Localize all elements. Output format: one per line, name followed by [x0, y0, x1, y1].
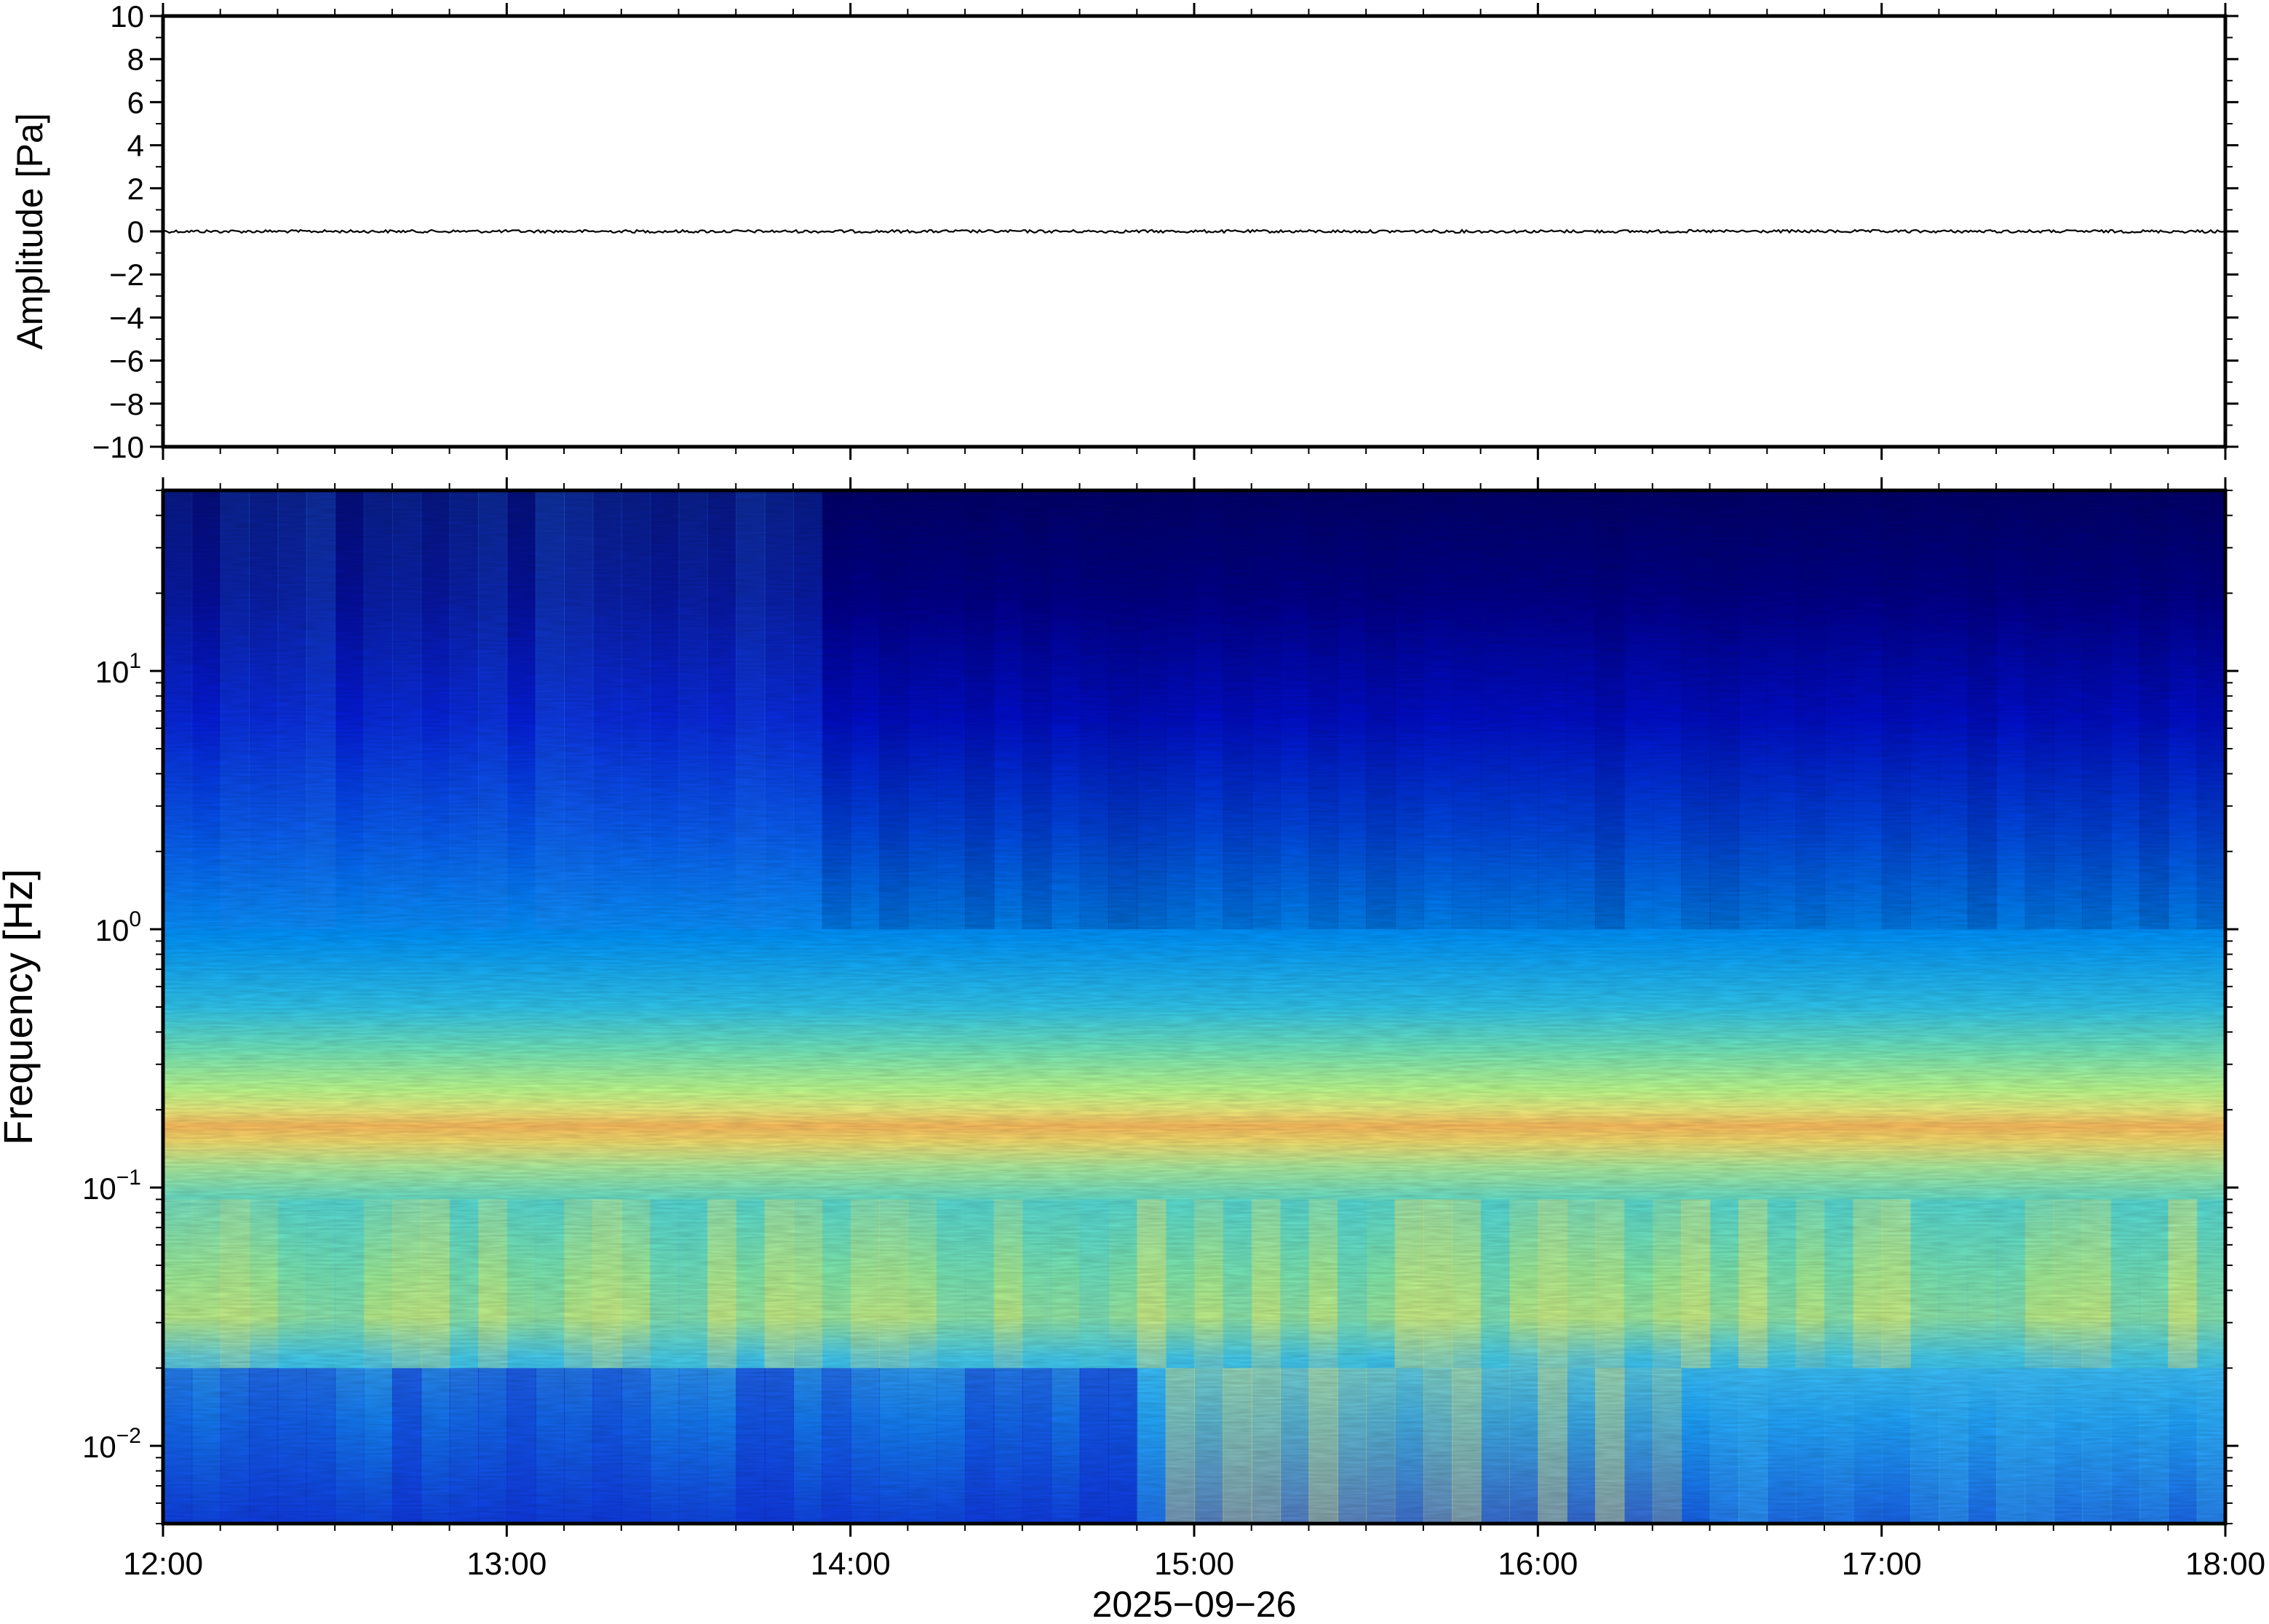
waveform-panel: 10 8 6 4 2 0 −2 −4 −6 −8 −10 Amplitude [Pa] — [9, 0, 2238, 464]
x-tick-label: 15:00 — [1154, 1546, 1234, 1582]
spectrogram-y-tick-label: 10−2 — [82, 1424, 141, 1464]
x-tick-label: 12:00 — [123, 1546, 203, 1582]
spectrogram-texture — [163, 490, 2225, 1524]
x-tick-label: 14:00 — [811, 1546, 891, 1582]
waveform-y-tick-label: 0 — [127, 215, 144, 249]
spectrogram-y-tick-label: 100 — [95, 907, 141, 947]
waveform-trace — [162, 228, 2225, 234]
waveform-y-tick-label: 4 — [127, 129, 144, 163]
waveform-y-tick-label: −8 — [109, 387, 144, 421]
waveform-y-tick-label: −10 — [92, 430, 144, 464]
spectrogram-y-tick-label: 10−1 — [82, 1166, 141, 1206]
waveform-y-axis-label: Amplitude [Pa] — [9, 113, 50, 349]
waveform-y-tick-label: −4 — [109, 300, 144, 335]
waveform-y-tick-label: 6 — [127, 85, 144, 119]
x-tick-label: 17:00 — [1842, 1546, 1922, 1582]
spectrogram-y-axis-label: Frequency [Hz] — [0, 869, 41, 1145]
waveform-y-tick-label: −2 — [109, 258, 144, 292]
x-axis-date-label: 2025−09−26 — [1092, 1584, 1297, 1624]
spectrogram-x-ticks: 12:00 13:00 14:00 15:00 16:00 17:00 18:00 — [123, 477, 2265, 1582]
spectrogram-heatmap — [163, 490, 2225, 1524]
spectrogram-panel: 101 100 10−1 10−2 12:00 13:00 14:00 15:00 16:00… — [0, 477, 2265, 1624]
x-tick-label: 16:00 — [1498, 1546, 1578, 1582]
x-tick-label: 18:00 — [2185, 1546, 2265, 1582]
waveform-y-tick-label: 10 — [110, 0, 144, 33]
waveform-y-tick-label: −6 — [109, 344, 144, 378]
spectrogram-y-tick-label: 101 — [95, 649, 141, 689]
waveform-x-ticks — [162, 3, 2227, 460]
waveform-y-ticks: 10 8 6 4 2 0 −2 −4 −6 −8 −10 — [92, 0, 2238, 464]
spectrogram-y-ticks: 101 100 10−1 10−2 — [82, 490, 2238, 1524]
waveform-y-tick-label: 2 — [127, 172, 144, 206]
x-tick-label: 13:00 — [466, 1546, 547, 1582]
waveform-y-tick-label: 8 — [127, 42, 144, 76]
